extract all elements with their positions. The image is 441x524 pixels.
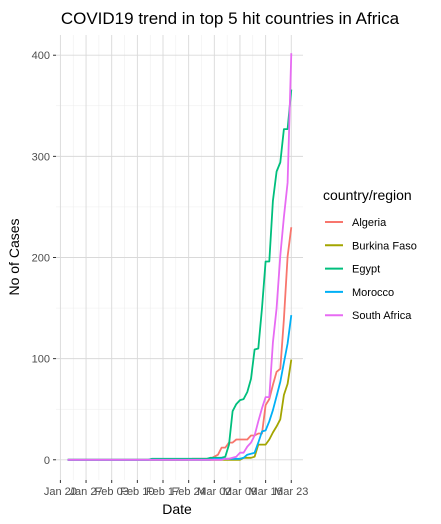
series-line-south-africa [67,53,293,461]
series-lines [67,53,293,461]
legend-label-south-africa: South Africa [352,310,412,322]
x-tick-label: Feb 03 [95,486,129,498]
y-tick-label: 400 [32,50,50,62]
legend-label-morocco: Morocco [352,287,394,299]
chart-title: COVID19 trend in top 5 hit countries in … [61,9,400,28]
y-tick-label: 0 [44,455,50,467]
x-tick-label: Mar 02 [197,486,231,498]
legend-label-egypt: Egypt [352,264,380,276]
legend: country/region Algeria Burkina Faso Egypt M… [323,187,417,322]
y-tick-label: 200 [32,253,50,265]
x-tick-label: Mar 09 [223,486,257,498]
x-tick-label: Mar 16 [248,486,282,498]
series-line-algeria [67,227,293,461]
x-tick-label: Feb 24 [172,486,206,498]
x-tick-label: Feb 10 [120,486,154,498]
legend-label-algeria: Algeria [352,217,387,229]
series-line-egypt [67,89,293,461]
x-axis-title: Date [162,501,192,517]
x-tick-label: Feb 17 [146,486,180,498]
y-axis-ticks: 0 100 200 300 400 [32,50,56,467]
legend-label-burkina-faso: Burkina Faso [352,240,417,252]
y-tick-label: 100 [32,354,50,366]
x-tick-label: Mar 23 [274,486,308,498]
x-tick-label: Jan 20 [44,486,77,498]
grid [56,35,303,480]
y-axis-title: No of Cases [6,218,22,295]
x-tick-label: Jan 27 [70,486,103,498]
legend-title: country/region [323,187,412,203]
y-tick-label: 300 [32,151,50,163]
series-line-morocco [67,314,293,461]
